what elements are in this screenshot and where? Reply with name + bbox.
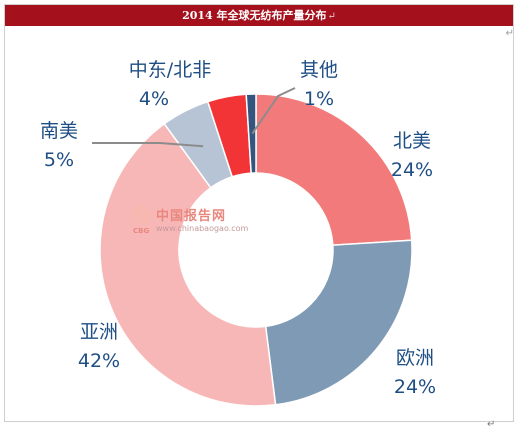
- label-name: 南美: [39, 120, 78, 142]
- chart-title-bar: 2014 年全球无纺布产量分布↵: [5, 5, 513, 26]
- return-mark-icon: ↵: [327, 11, 336, 22]
- watermark-name: 中国报告网: [156, 209, 227, 224]
- label-value: 24%: [390, 159, 434, 181]
- watermark-emblem-icon: [132, 205, 152, 225]
- return-mark-icon: ↵: [487, 419, 496, 430]
- label-value: 42%: [77, 350, 121, 372]
- chart-title: 2014 年全球无纺布产量分布: [182, 9, 327, 22]
- watermark-abbr: CBG: [133, 227, 150, 235]
- watermark-logo: CBG 中国报告网 www.chinabaogao.com: [132, 205, 262, 241]
- label-name: 北美: [392, 130, 431, 152]
- label-name: 亚洲: [79, 321, 118, 343]
- slice-other: [245, 93, 257, 174]
- label-other: 其他 1%: [294, 56, 344, 114]
- label-asia: 亚洲 42%: [68, 318, 130, 376]
- label-value: 24%: [393, 376, 437, 398]
- watermark-domain: www.chinabaogao.com: [156, 224, 249, 233]
- label-name: 中东/北非: [128, 59, 212, 81]
- slice-europe: [264, 239, 413, 406]
- leader-line-other: [251, 87, 296, 135]
- leader-line-south-america: [92, 142, 204, 148]
- label-south-america: 南美 5%: [28, 117, 90, 175]
- image-frame: [4, 4, 514, 422]
- label-north-america: 北美 24%: [381, 127, 443, 185]
- label-middle-east-north-africa: 中东/北非 4%: [114, 56, 226, 114]
- return-mark-icon: ↵: [505, 28, 514, 39]
- label-value: 5%: [43, 149, 75, 171]
- label-name: 其他: [299, 59, 338, 81]
- slice-asia: [99, 122, 277, 407]
- label-value: 4%: [138, 88, 170, 110]
- label-name: 欧洲: [395, 347, 434, 369]
- label-value: 1%: [303, 88, 335, 110]
- label-europe: 欧洲 24%: [384, 344, 446, 402]
- slice-north-america: [255, 93, 413, 246]
